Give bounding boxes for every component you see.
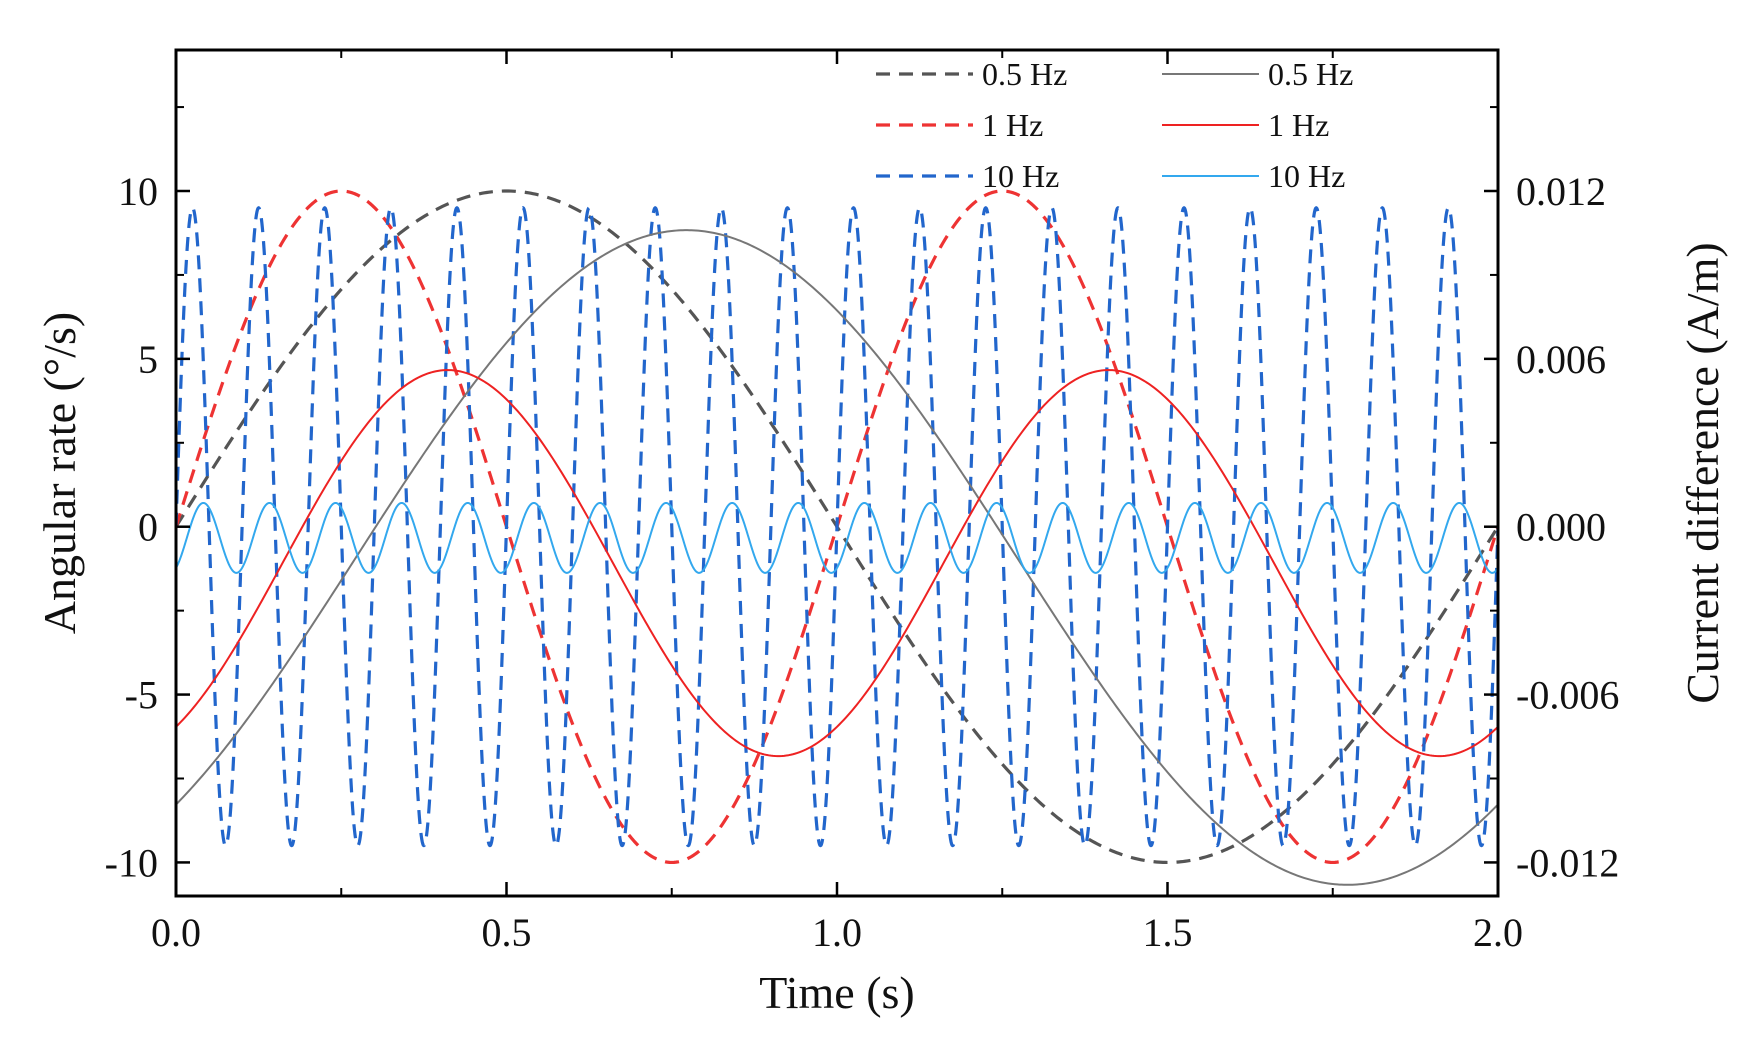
x-tick-label: 1.0 <box>812 910 862 955</box>
y-tick-label: -5 <box>125 673 158 718</box>
legend-label: 0.5 Hz <box>1268 56 1353 92</box>
legend: 0.5 Hz 1 Hz 10 Hz 0.5 Hz 1 Hz 10 Hz <box>876 56 1353 194</box>
legend-label: 1 Hz <box>982 107 1043 143</box>
y2-tick-label: -0.006 <box>1516 673 1619 718</box>
x-tick-label: 1.5 <box>1143 910 1193 955</box>
y2-tick-label: 0.006 <box>1516 337 1606 382</box>
axis-layer: 0.0 0.5 1.0 1.5 2.0 -10 -5 0 5 10 -0.012 -0.006 0.00… <box>105 50 1619 955</box>
y-tick-label: 0 <box>138 505 158 550</box>
y2-tick-label: -0.012 <box>1516 840 1619 885</box>
x-tick-label: 0.0 <box>151 910 201 955</box>
series-line-10-hz-solid <box>176 501 1498 574</box>
legend-label: 10 Hz <box>1268 158 1345 194</box>
y2-tick-label: 0.012 <box>1516 169 1606 214</box>
y2-axis-title: Current difference (A/m) <box>1677 242 1728 704</box>
series-line-1-hz-solid <box>176 369 1498 758</box>
series-layer <box>176 189 1498 886</box>
y-tick-label: -10 <box>105 840 158 885</box>
legend-label: 1 Hz <box>1268 107 1329 143</box>
x-tick-label: 0.5 <box>482 910 532 955</box>
y-tick-label: 10 <box>118 169 158 214</box>
x-axis-title: Time (s) <box>759 967 915 1018</box>
series-line-10-hz-dashed <box>176 206 1498 848</box>
legend-label: 10 Hz <box>982 158 1059 194</box>
y-axis-title: Angular rate (°/s) <box>34 312 85 634</box>
y2-tick-label: 0.000 <box>1516 505 1606 550</box>
y-tick-label: 5 <box>138 337 158 382</box>
series-line-0_5-hz-solid <box>176 229 1498 886</box>
x-tick-label: 2.0 <box>1473 910 1523 955</box>
legend-label: 0.5 Hz <box>982 56 1067 92</box>
